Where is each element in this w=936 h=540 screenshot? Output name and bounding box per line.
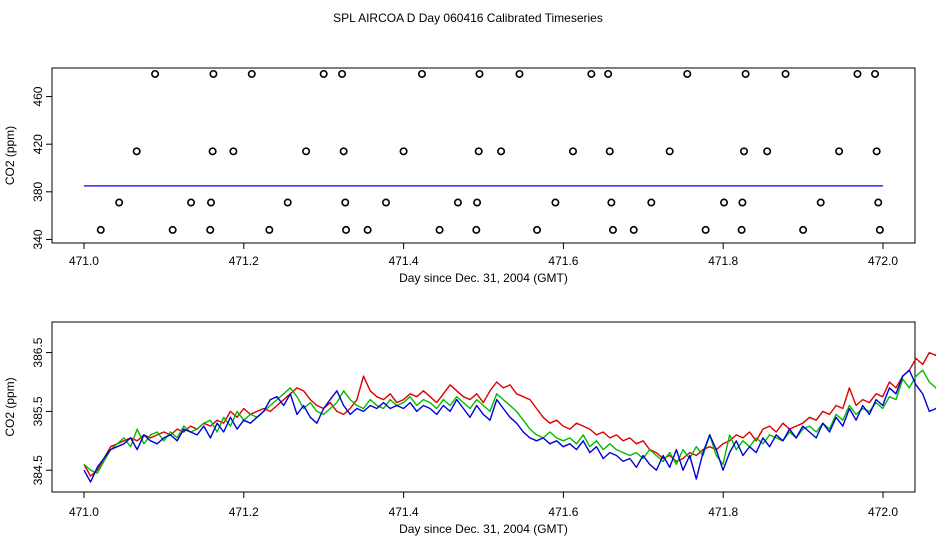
x-tick-label: 471.2 [229,254,259,268]
scatter-point [604,69,613,78]
scatter-point [339,147,348,156]
scatter-point [382,198,391,207]
scatter-point [605,147,614,156]
scatter-point [338,69,347,78]
scatter-point [342,225,351,234]
scatter-point [875,225,884,234]
y-tick-label: 384.5 [31,455,45,485]
scatter-point [799,225,808,234]
scatter-point [720,198,729,207]
scatter-point [853,69,862,78]
x-tick-label: 471.6 [548,254,578,268]
scatter-point [229,147,238,156]
scatter-point [187,198,196,207]
scatter-point [209,69,218,78]
scatter-point [115,198,124,207]
scatter-point [497,147,506,156]
scatter-point [435,225,444,234]
y-tick-label: 386.5 [31,337,45,367]
x-tick-label: 471.8 [708,505,738,519]
scatter-point [168,225,177,234]
y-tick-label: 420 [31,134,45,154]
scatter-point [737,225,746,234]
plot-frame [51,321,916,493]
scatter-point [151,69,160,78]
scatter-point [475,69,484,78]
scatter-point [872,147,881,156]
scatter-point [647,198,656,207]
scatter-point [568,147,577,156]
scatter-point [302,147,311,156]
scatter-point [96,225,105,234]
scatter-point [453,198,462,207]
x-tick-label: 471.6 [548,505,578,519]
scatter-point [835,147,844,156]
x-tick-label: 472.0 [868,505,898,519]
plot-frame [51,67,916,244]
scatter-point [551,198,560,207]
x-tick-label: 471.0 [69,254,99,268]
scatter-point [247,69,256,78]
scatter-point [473,198,482,207]
y-tick-label: 460 [31,86,45,106]
scatter-point [417,69,426,78]
upper-panel-scatter: 471.0 471.2 471.4 471.6 471.8 472.0 340 380 420 4… [3,67,916,285]
scatter-point [341,198,350,207]
scatter-point [607,198,616,207]
scatter-point [363,225,372,234]
scatter-point [874,198,883,207]
scatter-point [208,147,217,156]
scatter-point [739,147,748,156]
x-tick-label: 471.0 [69,505,99,519]
x-tick-label: 471.8 [708,254,738,268]
scatter-point [629,225,638,234]
scatter-point [741,69,750,78]
scatter-point [533,225,542,234]
x-tick-label: 471.4 [389,505,419,519]
scatter-point [207,198,216,207]
scatter-point [781,69,790,78]
scatter-point [665,147,674,156]
x-axis-title: Day since Dec. 31, 2004 (GMT) [399,522,568,536]
scatter-point [763,147,772,156]
scatter-point [319,69,328,78]
x-tick-label: 471.2 [229,505,259,519]
x-tick-label: 472.0 [868,254,898,268]
lower-panel-line: 471.0 471.2 471.4 471.6 471.8 472.0 384.5 385.5… [3,321,936,536]
y-tick-label: 380 [31,181,45,201]
scatter-point [265,225,274,234]
y-tick-label: 340 [31,229,45,249]
y-axis-title: CO2 (ppm) [3,126,17,185]
scatter-point [474,147,483,156]
x-axis-title: Day since Dec. 31, 2004 (GMT) [399,271,568,285]
scatter-point [283,198,292,207]
y-tick-label: 385.5 [31,396,45,426]
scatter-point [132,147,141,156]
scatter-point [206,225,215,234]
series-line-1 [83,351,936,477]
scatter-point [871,69,880,78]
scatter-point [399,147,408,156]
scatter-point [816,198,825,207]
scatter-point [701,225,710,234]
x-tick-label: 471.4 [389,254,419,268]
scatter-point [608,225,617,234]
y-axis-title: CO2 (ppm) [3,377,17,436]
scatter-point [683,69,692,78]
scatter-point [515,69,524,78]
chart-title: SPL AIRCOA D Day 060416 Calibrated Times… [333,11,603,25]
series-line-3 [83,369,936,483]
scatter-point [472,225,481,234]
scatter-point [587,69,596,78]
scatter-point [738,198,747,207]
